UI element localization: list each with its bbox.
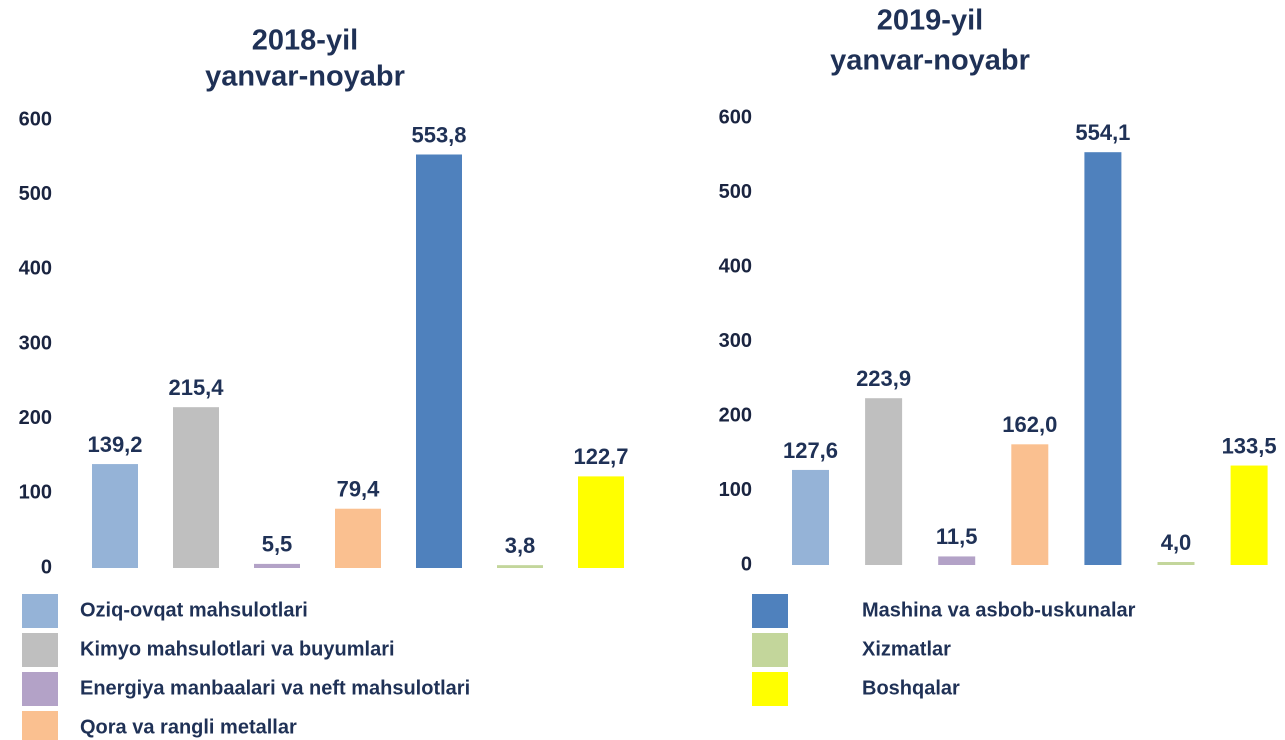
legend-swatch xyxy=(22,672,58,706)
bar xyxy=(938,556,976,565)
bar xyxy=(416,154,462,568)
bar xyxy=(497,565,543,568)
y-tick-label: 300 xyxy=(19,332,52,354)
chart-title: yanvar-noyabr xyxy=(830,45,1030,77)
y-tick-label: 400 xyxy=(719,255,752,277)
value-label: 4,0 xyxy=(1161,530,1192,555)
chart-title: 2019-yil xyxy=(877,5,983,37)
legend-swatch xyxy=(752,594,788,628)
y-tick-label: 300 xyxy=(719,330,752,352)
value-label: 139,2 xyxy=(87,432,142,457)
value-label: 162,0 xyxy=(1002,412,1057,437)
y-tick-label: 500 xyxy=(719,181,752,203)
value-label: 553,8 xyxy=(411,122,466,147)
y-tick-label: 0 xyxy=(741,553,752,575)
legend-label: Boshqalar xyxy=(862,677,960,699)
bar xyxy=(865,398,903,565)
y-tick-label: 0 xyxy=(41,556,52,578)
value-label: 127,6 xyxy=(783,438,838,463)
value-label: 3,8 xyxy=(505,533,536,558)
chart-title: yanvar-noyabr xyxy=(205,61,405,93)
bar xyxy=(578,476,624,568)
value-label: 215,4 xyxy=(168,375,224,400)
y-tick-label: 400 xyxy=(19,258,52,280)
value-label: 79,4 xyxy=(337,477,381,502)
bar xyxy=(792,469,829,565)
legend-label: Energiya manbaalari va neft mahsulotlari xyxy=(80,677,470,699)
legend-swatch xyxy=(22,711,58,740)
y-tick-label: 200 xyxy=(719,404,752,426)
value-label: 133,5 xyxy=(1222,433,1277,458)
legend-label: Qora va rangli metallar xyxy=(80,716,297,738)
legend-label: Kimyo mahsulotlari va buyumlari xyxy=(80,638,395,660)
legend-label: Oziq-ovqat mahsulotlari xyxy=(80,599,308,621)
legend-label: Mashina va asbob-uskunalar xyxy=(862,599,1136,621)
legend-swatch xyxy=(752,672,788,706)
y-tick-label: 600 xyxy=(19,108,52,130)
value-label: 223,9 xyxy=(856,366,911,391)
bar xyxy=(92,464,138,568)
bar xyxy=(1084,152,1122,565)
chart-title: 2018-yil xyxy=(252,25,358,57)
legend-label: Xizmatlar xyxy=(862,638,951,660)
bar xyxy=(335,508,381,568)
value-label: 122,7 xyxy=(573,444,628,469)
legend-swatch xyxy=(22,633,58,667)
bar xyxy=(254,563,300,568)
legend-swatch xyxy=(22,594,58,628)
value-label: 554,1 xyxy=(1075,120,1130,145)
value-label: 11,5 xyxy=(936,524,978,549)
bar xyxy=(1011,444,1049,565)
bar xyxy=(173,407,219,568)
y-tick-label: 500 xyxy=(19,183,52,205)
y-tick-label: 200 xyxy=(19,407,52,429)
value-label: 5,5 xyxy=(262,532,293,557)
y-tick-label: 600 xyxy=(719,106,752,128)
bar xyxy=(1157,562,1195,565)
y-tick-label: 100 xyxy=(719,479,752,501)
legend-swatch xyxy=(752,633,788,667)
y-tick-label: 100 xyxy=(19,482,52,504)
bar xyxy=(1230,465,1268,565)
